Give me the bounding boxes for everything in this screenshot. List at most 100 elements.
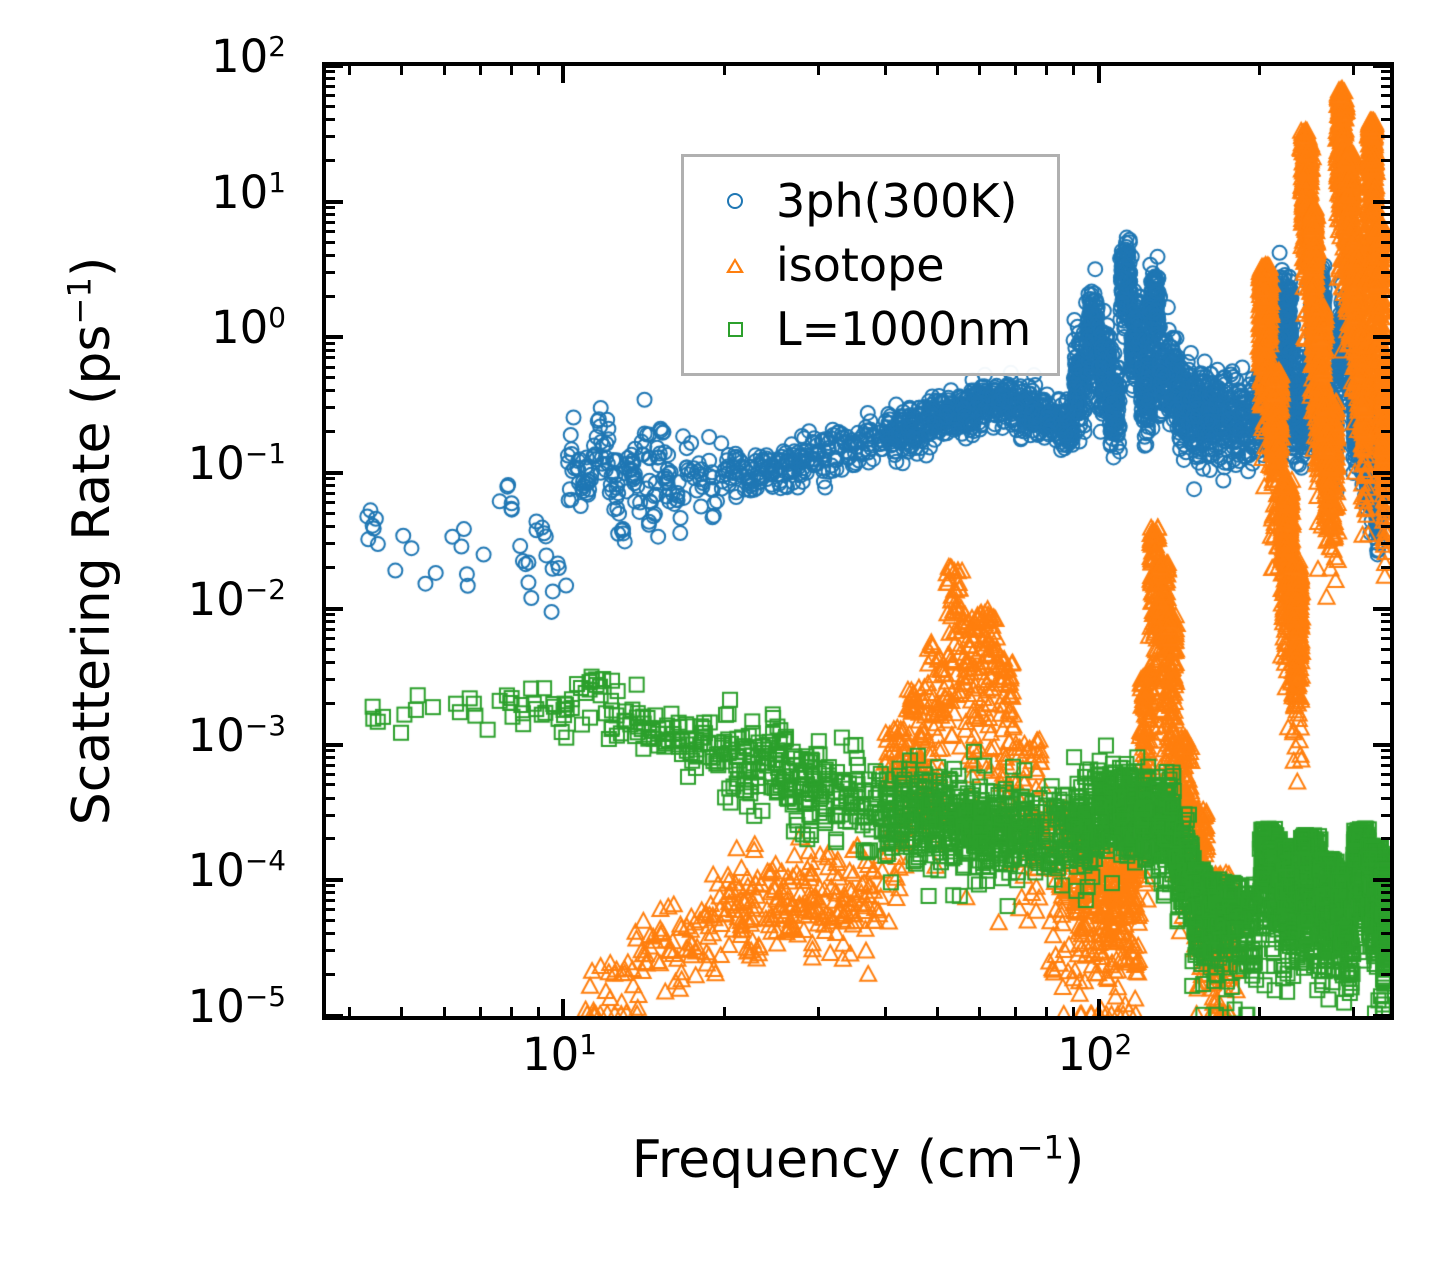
y-tick-mark [1381,484,1390,488]
y-tick-mark [326,878,343,883]
legend-item-length[interactable]: L=1000nm [700,297,1031,361]
legend-label-length: L=1000nm [776,302,1032,356]
x-tick-mark [935,1007,939,1016]
y-tick-mark [1381,348,1390,352]
y-tick-mark [326,205,335,209]
y-tick-mark [1381,660,1390,664]
y-tick-mark [1373,742,1390,747]
y-tick-mark [1381,477,1390,481]
y-tick-mark [326,542,335,546]
plot-area: 3ph(300K) isotope L=1000nm [322,62,1394,1020]
y-tick-mark [1381,365,1390,369]
x-tick-mark [1096,999,1101,1016]
y-tick-mark [326,755,335,759]
y-tick-mark [326,270,335,274]
y-tick-mark [1381,813,1390,817]
y-tick-mark [1381,406,1390,410]
y-tick-mark [1381,677,1390,681]
y-tick-mark [1381,430,1390,434]
y-tick-label: 102 [210,30,286,83]
x-tick-mark [561,999,566,1016]
x-tick-mark [509,66,513,75]
y-tick-mark [326,492,335,496]
legend-label-isotope: isotope [776,238,945,292]
y-tick-mark [326,356,335,360]
y-tick-mark [1381,70,1390,74]
y-axis-tick-labels: 102 101 100 10−1 10−2 10−3 10−4 10−5 [0,33,312,1029]
y-tick-mark [1373,66,1390,68]
y-tick-mark [1381,908,1390,912]
x-tick-mark [1257,66,1261,75]
y-tick-mark [326,613,335,617]
y-tick-mark [1373,606,1390,611]
y-tick-mark [326,85,335,89]
y-tick-mark [1381,627,1390,631]
y-tick-mark [1381,240,1390,244]
y-tick-mark [1381,134,1390,138]
y-tick-mark [326,566,335,569]
y-tick-mark [326,949,335,953]
x-tick-mark [537,66,540,75]
y-tick-mark [326,134,335,138]
triangle-marker-icon [700,257,770,273]
y-tick-mark [1381,492,1390,496]
x-tick-mark [537,1007,540,1016]
x-tick-mark [883,1007,887,1016]
x-tick-mark [816,1007,820,1016]
y-tick-mark [326,335,343,340]
y-tick-mark [326,199,343,204]
y-tick-mark [326,220,335,224]
y-tick-mark [1381,525,1390,529]
y-tick-mark [326,973,335,977]
y-tick-mark [1381,104,1390,108]
y-tick-mark [1381,891,1390,895]
y-tick-mark [1381,270,1390,274]
y-tick-label: 101 [210,165,286,219]
y-tick-label: 10−2 [187,572,286,626]
legend-item-3ph[interactable]: 3ph(300K) [700,169,1031,233]
legend-item-isotope[interactable]: isotope [700,233,1031,297]
y-tick-mark [326,406,335,410]
y-tick-mark [326,884,335,888]
y-tick-mark [326,783,335,787]
x-tick-mark [935,66,939,75]
y-tick-mark [326,77,335,81]
y-tick-mark [1381,783,1390,787]
x-tick-mark [1044,1007,1048,1016]
y-tick-mark [1381,837,1390,841]
x-tick-mark [400,66,404,75]
y-tick-mark [1381,118,1390,121]
y-tick-mark [1381,763,1390,767]
y-tick-label: 10−4 [187,844,286,898]
legend-label-3ph: 3ph(300K) [776,174,1018,228]
y-tick-mark [326,620,335,623]
y-tick-mark [1381,205,1390,209]
y-tick-mark [1381,77,1390,81]
y-tick-mark [326,389,335,393]
y-tick-mark [326,932,335,936]
y-tick-mark [326,94,335,98]
y-tick-mark [326,477,335,481]
x-tick-mark [1257,1007,1261,1016]
y-tick-mark [326,229,335,233]
x-tick-mark [978,1007,982,1016]
y-tick-mark [1381,973,1390,977]
y-tick-mark [1381,772,1390,776]
y-tick-mark [326,365,335,369]
y-tick-mark [326,471,343,476]
x-tick-mark [1072,66,1076,75]
y-tick-mark [1381,748,1390,752]
x-axis-label: Frequency (cm−1) [631,1128,1085,1190]
y-tick-mark [326,899,335,903]
y-tick-mark [1373,878,1390,883]
y-tick-mark [326,1014,343,1016]
y-tick-mark [1381,796,1390,800]
y-tick-mark [1381,884,1390,888]
y-tick-mark [326,376,335,380]
y-tick-mark [1381,613,1390,617]
x-tick-mark [1072,1007,1076,1016]
y-tick-mark [1381,229,1390,233]
y-tick-mark [326,891,335,895]
y-tick-mark [1381,389,1390,393]
